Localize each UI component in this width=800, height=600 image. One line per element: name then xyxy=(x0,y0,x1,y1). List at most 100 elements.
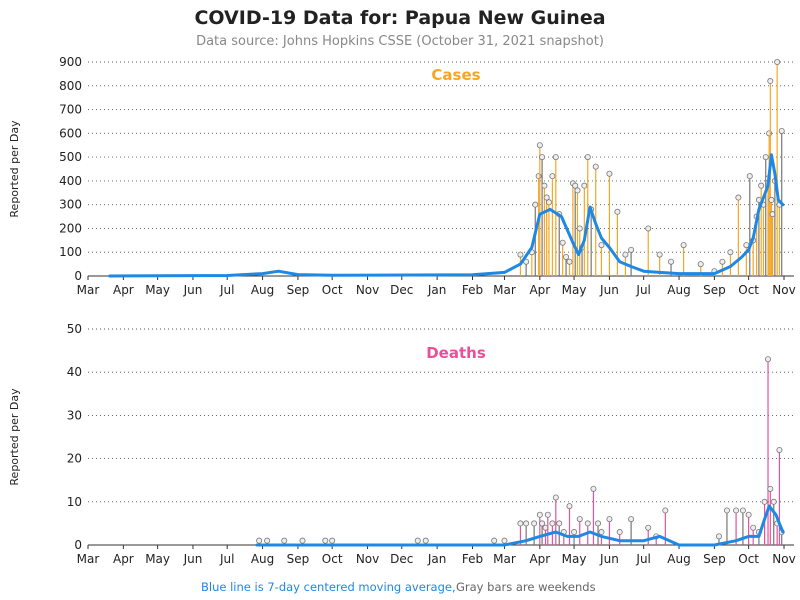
data-point xyxy=(645,524,652,531)
x-tick-label: Aug xyxy=(251,283,274,297)
x-tick-label: Jul xyxy=(219,552,234,566)
x-tick-label: Aug xyxy=(667,552,690,566)
data-point xyxy=(539,154,546,161)
x-tick-label: Jun xyxy=(599,552,619,566)
data-point xyxy=(581,182,588,189)
data-point xyxy=(739,507,746,514)
data-point xyxy=(422,537,429,544)
data-point xyxy=(571,529,578,536)
y-tick-label: 0 xyxy=(74,538,82,552)
data-point xyxy=(778,127,785,134)
data-point xyxy=(645,225,652,232)
data-point xyxy=(680,242,687,249)
x-tick-label: Sep xyxy=(703,552,726,566)
x-tick-label: Jan xyxy=(427,283,447,297)
x-tick-label: May xyxy=(145,283,170,297)
y-tick-label: 20 xyxy=(67,452,82,466)
data-point xyxy=(767,78,774,85)
y-tick-label: 500 xyxy=(59,150,82,164)
data-point xyxy=(552,494,559,501)
y-axis-label: Reported per Day xyxy=(8,120,21,218)
figure-title: COVID-19 Data for: Papua New Guinea xyxy=(194,7,605,29)
x-tick-label: Jun xyxy=(183,552,203,566)
x-tick-label: May xyxy=(562,552,587,566)
y-tick-label: 30 xyxy=(67,408,82,422)
data-point xyxy=(616,529,623,536)
data-point xyxy=(549,173,556,180)
data-point xyxy=(595,520,602,527)
data-point xyxy=(598,242,605,249)
data-point xyxy=(329,537,336,544)
x-tick-label: Jul xyxy=(635,552,650,566)
data-point xyxy=(697,261,704,268)
y-tick-label: 100 xyxy=(59,245,82,259)
data-point xyxy=(745,511,752,518)
data-point xyxy=(768,196,775,203)
data-point xyxy=(543,194,550,201)
y-axis-label: Reported per Day xyxy=(8,388,21,486)
data-point xyxy=(552,154,559,161)
data-point xyxy=(535,173,542,180)
data-point xyxy=(536,142,543,149)
data-point xyxy=(668,258,675,265)
x-tick-label: Sep xyxy=(287,552,310,566)
y-tick-label: 600 xyxy=(59,126,82,140)
data-point xyxy=(574,187,581,194)
data-point xyxy=(776,446,783,453)
footer-moving-average-note: Blue line is 7-day centered moving avera… xyxy=(201,580,456,594)
data-point xyxy=(264,537,271,544)
x-tick-label: Sep xyxy=(703,283,726,297)
data-point xyxy=(598,529,605,536)
x-tick-label: Dec xyxy=(390,552,413,566)
data-point xyxy=(414,537,421,544)
data-point xyxy=(536,511,543,518)
y-tick-label: 40 xyxy=(67,365,82,379)
y-tick-label: 50 xyxy=(67,322,82,336)
x-tick-label: Jul xyxy=(635,283,650,297)
y-tick-label: 700 xyxy=(59,103,82,117)
data-point xyxy=(517,251,524,258)
data-point xyxy=(733,507,740,514)
data-point xyxy=(566,258,573,265)
data-point xyxy=(517,520,524,527)
panel-title: Cases xyxy=(431,66,480,84)
x-tick-label: Feb xyxy=(462,283,483,297)
data-point xyxy=(559,239,566,246)
x-tick-label: Mar xyxy=(493,552,516,566)
data-point xyxy=(628,246,635,253)
data-point xyxy=(532,201,539,208)
data-point xyxy=(572,182,579,189)
x-tick-label: Apr xyxy=(529,283,550,297)
data-point xyxy=(622,251,629,258)
y-tick-label: 200 xyxy=(59,221,82,235)
data-point xyxy=(662,507,669,514)
data-point xyxy=(322,537,329,544)
y-tick-label: 900 xyxy=(59,55,82,69)
x-tick-label: Aug xyxy=(251,552,274,566)
x-tick-label: Mar xyxy=(77,552,100,566)
x-tick-label: Oct xyxy=(322,552,343,566)
data-point xyxy=(584,520,591,527)
data-point xyxy=(727,249,734,256)
moving-average-line xyxy=(108,153,785,278)
data-point xyxy=(545,199,552,206)
deaths-panel: 0 10 20 30 40 50 Mar Apr May Jun Jul Aug Sep Oct Nov De… xyxy=(8,322,796,566)
data-point xyxy=(723,507,730,514)
data-point xyxy=(656,251,663,258)
data-point xyxy=(566,503,573,510)
moving-average-line xyxy=(255,504,785,547)
data-point xyxy=(576,516,583,523)
x-tick-label: Nov xyxy=(772,283,795,297)
x-tick-label: May xyxy=(562,283,587,297)
data-point xyxy=(256,537,263,544)
data-point xyxy=(563,253,570,260)
x-tick-label: Sep xyxy=(287,283,310,297)
data-point xyxy=(531,520,538,527)
data-point xyxy=(590,485,597,492)
data-point xyxy=(750,524,757,531)
data-point xyxy=(523,520,530,527)
data-point xyxy=(606,516,613,523)
data-point xyxy=(770,498,777,505)
data-point xyxy=(735,194,742,201)
